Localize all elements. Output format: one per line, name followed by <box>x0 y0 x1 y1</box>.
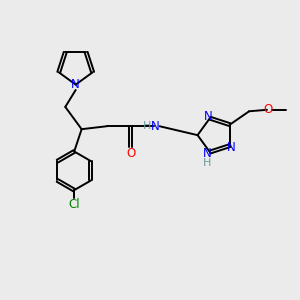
Text: N: N <box>151 120 160 133</box>
Text: N: N <box>203 147 212 160</box>
Text: O: O <box>126 147 135 160</box>
Text: H: H <box>143 121 151 131</box>
Text: N: N <box>71 78 80 91</box>
Text: N: N <box>227 141 236 154</box>
Text: H: H <box>203 158 212 167</box>
Text: N: N <box>204 110 213 123</box>
Text: Cl: Cl <box>68 198 80 211</box>
Text: O: O <box>264 103 273 116</box>
